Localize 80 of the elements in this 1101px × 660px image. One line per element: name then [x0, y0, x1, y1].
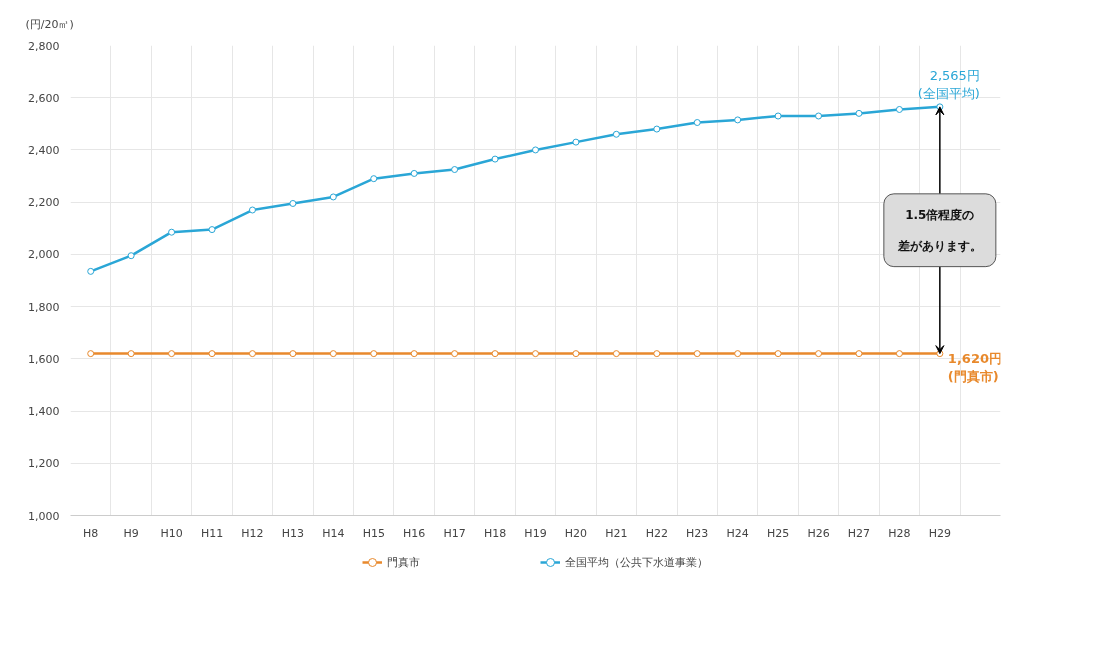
y-tick-label: 1,800: [28, 300, 60, 314]
point: [451, 166, 459, 174]
x-tick-label: H14: [322, 526, 345, 540]
point: [168, 228, 176, 236]
point: [127, 350, 135, 358]
x-tick-label: H20: [564, 526, 588, 540]
point: [491, 155, 499, 163]
y-tick-label: 1,200: [28, 457, 60, 471]
point: [895, 350, 903, 358]
y-tick-label: 1,600: [28, 352, 60, 366]
x-tick-label: H23: [686, 526, 709, 540]
point: [855, 109, 863, 117]
x-tick-label: H15: [362, 526, 385, 540]
point: [532, 350, 539, 358]
point: [815, 350, 823, 358]
y-tick-label: 1,000: [28, 509, 60, 523]
text: 1.5倍程度の差があります。: [897, 207, 982, 253]
point: [653, 350, 661, 358]
point: [208, 350, 216, 358]
x-tick-label: H13: [281, 526, 305, 540]
x-tick-label: H24: [726, 526, 749, 540]
x-tick-label: H17: [443, 526, 466, 540]
x-tick-label: H9: [123, 526, 139, 540]
x-tick-label: H8: [83, 526, 99, 540]
point: [248, 350, 256, 358]
point: [693, 350, 701, 358]
x-tick-label: H16: [403, 526, 426, 540]
point: [815, 112, 823, 120]
point: [248, 206, 256, 214]
x-tick-label: H25: [766, 526, 790, 540]
point: [289, 350, 297, 358]
x-tick-label: H27: [847, 526, 871, 540]
y-tick-label: 2,000: [28, 248, 60, 262]
point: [774, 350, 782, 358]
point: [370, 175, 378, 183]
point: [451, 350, 459, 358]
point: [532, 146, 539, 154]
point: [774, 112, 782, 120]
point: [329, 193, 337, 201]
x-tick-label: H26: [807, 526, 830, 540]
point: [127, 252, 135, 260]
point: [289, 199, 297, 207]
x-tick-label: H21: [605, 526, 628, 540]
x-tick-label: H10: [160, 526, 183, 540]
point: [168, 350, 176, 358]
point: [87, 350, 95, 358]
x-tick-label: H19: [524, 526, 547, 540]
point: [855, 350, 863, 358]
y-tick-label: 2,400: [28, 143, 60, 157]
x-tick-label: H18: [483, 526, 507, 540]
legend-label: 門真市: [387, 554, 420, 570]
annotation: 2,565円 (全国平均): [917, 67, 980, 101]
point: [208, 226, 216, 234]
point: [491, 350, 499, 358]
point: [612, 130, 620, 138]
point: [693, 119, 701, 127]
y-tick-label: 2,200: [28, 196, 60, 210]
y-tick-label: 2,800: [28, 39, 60, 53]
point: [87, 267, 95, 275]
annotation: 1,620円 (門真市): [947, 350, 1002, 384]
point: [653, 125, 661, 133]
point: [734, 116, 742, 124]
point: [612, 350, 620, 358]
x-tick-label: H12: [241, 526, 264, 540]
y-axis-title: (円/20㎥): [25, 17, 74, 31]
point: [572, 138, 580, 146]
x-tick-label: H28: [888, 526, 911, 540]
x-tick-label: H22: [645, 526, 668, 540]
y-tick-label: 1,400: [28, 405, 60, 419]
legend-label: 全国平均（公共下水道事業）: [565, 554, 708, 570]
point: [329, 350, 337, 358]
point: [410, 169, 418, 177]
point: [370, 350, 378, 358]
y-tick-label: 2,600: [28, 91, 60, 105]
point: [895, 105, 903, 113]
point: [410, 350, 418, 358]
point: [734, 350, 742, 358]
x-tick-label: H29: [928, 526, 951, 540]
x-tick-label: H11: [200, 526, 224, 540]
point: [572, 350, 580, 358]
